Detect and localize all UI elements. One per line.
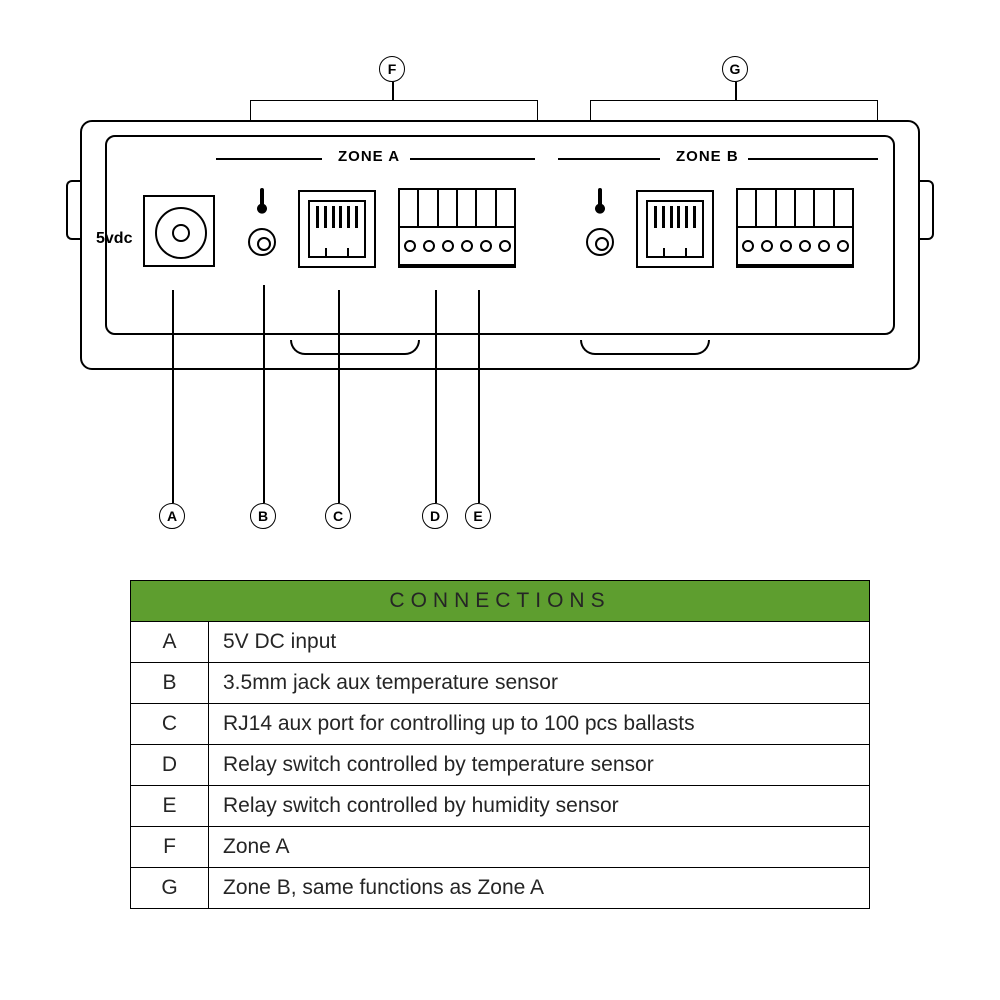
callout-label: C: [333, 508, 343, 524]
callout-label: F: [388, 61, 397, 77]
bracket-stem-g: [735, 82, 737, 100]
callout-G: G: [722, 56, 748, 82]
row-description: RJ14 aux port for controlling up to 100 …: [209, 704, 870, 745]
row-key: E: [131, 786, 209, 827]
bracket-zone-b: [590, 100, 878, 120]
zone-b-label: ZONE B: [676, 148, 739, 165]
table-row: F Zone A: [131, 827, 870, 868]
callout-label: D: [430, 508, 440, 524]
table-row: DRelay switch controlled by temperature …: [131, 745, 870, 786]
port-rj14-b: [636, 190, 714, 268]
callout-label: E: [473, 508, 482, 524]
row-key: B: [131, 663, 209, 704]
table-row: B3.5mm jack aux temperature sensor: [131, 663, 870, 704]
callout-line-A: [172, 290, 174, 503]
device-foot: [290, 340, 420, 355]
bracket-zone-a: [250, 100, 538, 120]
row-key: F: [131, 827, 209, 868]
callout-A: A: [159, 503, 185, 529]
table-row: ERelay switch controlled by humidity sen…: [131, 786, 870, 827]
callout-E: E: [465, 503, 491, 529]
callout-label: B: [258, 508, 268, 524]
row-description: Zone A: [209, 827, 870, 868]
connections-table: CONNECTIONS A5V DC inputB3.5mm jack aux …: [130, 580, 870, 909]
row-description: Relay switch controlled by humidity sens…: [209, 786, 870, 827]
port-terminal-b: [736, 188, 854, 268]
port-aux-jack-a: [248, 228, 276, 256]
callout-line-D: [435, 290, 437, 503]
row-key: G: [131, 868, 209, 909]
voltage-label: 5vdc: [96, 230, 132, 248]
device-notch-right: [920, 180, 934, 240]
row-description: Zone B, same functions as Zone A: [209, 868, 870, 909]
table-row: GZone B, same functions as Zone A: [131, 868, 870, 909]
callout-line-C: [338, 290, 340, 503]
port-aux-jack-b: [586, 228, 614, 256]
row-description: 5V DC input: [209, 622, 870, 663]
bracket-stem-f: [392, 82, 394, 100]
callout-D: D: [422, 503, 448, 529]
thermometer-icon: [255, 188, 269, 216]
row-key: A: [131, 622, 209, 663]
table-row: CRJ14 aux port for controlling up to 100…: [131, 704, 870, 745]
row-key: C: [131, 704, 209, 745]
port-rj14-a: [298, 190, 376, 268]
callout-C: C: [325, 503, 351, 529]
device-notch-left: [66, 180, 80, 240]
connections-diagram: F G ZONE A ZONE B 5vdc: [0, 0, 1000, 560]
zone-a-label: ZONE A: [338, 148, 400, 165]
table-header: CONNECTIONS: [131, 581, 870, 622]
zone-b-line-left: [558, 158, 660, 160]
callout-label: G: [730, 61, 741, 77]
callout-F: F: [379, 56, 405, 82]
port-terminal-a: [398, 188, 516, 268]
callout-B: B: [250, 503, 276, 529]
table-row: A5V DC input: [131, 622, 870, 663]
callout-line-E: [478, 290, 480, 503]
callout-line-B: [263, 285, 265, 503]
row-description: 3.5mm jack aux temperature sensor: [209, 663, 870, 704]
device-foot: [580, 340, 710, 355]
zone-b-line-right: [748, 158, 878, 160]
callout-label: A: [167, 508, 177, 524]
row-key: D: [131, 745, 209, 786]
thermometer-icon: [593, 188, 607, 216]
zone-a-line-right: [410, 158, 535, 160]
row-description: Relay switch controlled by temperature s…: [209, 745, 870, 786]
zone-a-line-left: [216, 158, 322, 160]
port-dc-input: [143, 195, 215, 267]
